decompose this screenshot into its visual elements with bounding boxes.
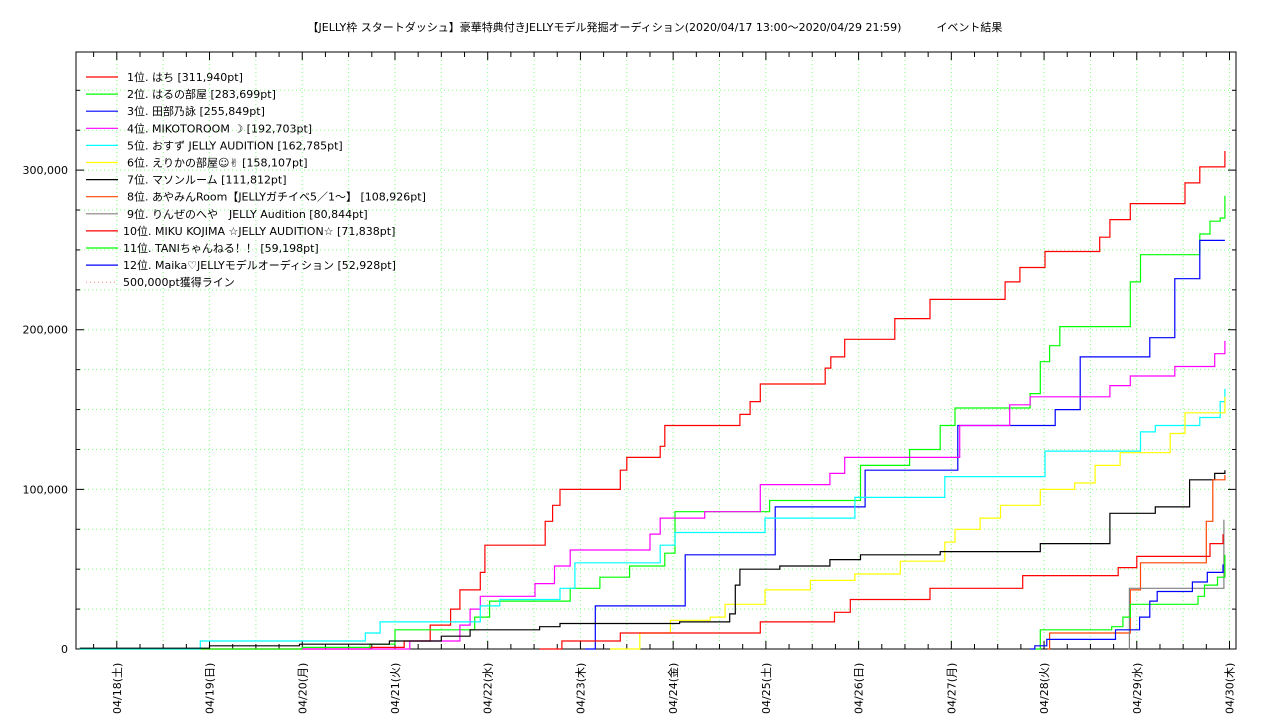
series-line-9 xyxy=(1128,519,1225,650)
series-line-6 xyxy=(610,396,1226,650)
x-tick-label: 04/23(木) xyxy=(574,663,587,714)
x-tick-label: 04/21(火) xyxy=(389,663,402,714)
legend: 1位. はち [311,940pt] 2位. はるの部屋 [283,699pt] 3… xyxy=(86,70,426,289)
y-tick-label: 0 xyxy=(61,643,68,656)
legend-label: 6位. えりかの部屋☺︎✌︎ [158,107pt] xyxy=(127,156,308,170)
legend-label-threshold: 500,000pt獲得ライン xyxy=(123,276,235,289)
series-line-11 xyxy=(1034,554,1226,650)
legend-label: 9位. りんぜのへや JELLY Audition [80,844pt] xyxy=(127,207,368,221)
x-tick-label: 04/24(金) xyxy=(666,663,680,714)
chart-title: 【JELLY枠 スタートダッシュ】豪華特典付きJELLYモデル発掘オーディション… xyxy=(307,21,1003,34)
x-tick-label: 04/29(水) xyxy=(1131,663,1144,714)
y-tick-label: 100,000 xyxy=(23,483,69,496)
legend-label: 10位. MIKU KOJIMA ☆JELLY AUDITION☆ [71,83… xyxy=(123,224,395,238)
series-line-8 xyxy=(1047,475,1226,650)
y-tick-label: 300,000 xyxy=(23,164,69,177)
series-line-7 xyxy=(79,470,1226,649)
legend-label: 12位. Maika♡JELLYモデルオーディション [52,928pt] xyxy=(123,258,396,272)
series-line-10 xyxy=(539,534,1224,650)
x-tick-label: 04/28(火) xyxy=(1038,663,1051,714)
legend-label: 2位. はるの部屋 [283,699pt] xyxy=(127,87,276,101)
legend-label: 8位. あやみんRoom【JELLYガチイベ5／1〜】 [108,926pt] xyxy=(127,190,426,204)
y-tick-label: 200,000 xyxy=(23,324,69,337)
legend-label: 4位. MIKOTOROOM ☽ [192,703pt] xyxy=(127,121,312,135)
legend-label: 5位. おすず JELLY AUDITION [162,785pt] xyxy=(127,138,343,152)
series-line-1 xyxy=(79,151,1226,650)
x-tick-label: 04/18(土) xyxy=(111,663,124,714)
x-tick-label: 04/20(月) xyxy=(296,663,309,714)
legend-label: 7位. マソンルーム [111,812pt] xyxy=(127,173,287,187)
legend-label: 3位. 田部乃詠 [255,849pt] xyxy=(127,104,265,118)
x-tick-label: 04/30(木) xyxy=(1224,663,1237,714)
x-tick-label: 04/25(土) xyxy=(760,663,773,714)
series-line-2 xyxy=(79,195,1226,650)
series-line-4 xyxy=(302,340,1226,650)
x-tick-label: 04/22(水) xyxy=(482,663,495,714)
plot-frame xyxy=(75,51,1237,650)
legend-label: 1位. はち [311,940pt] xyxy=(127,70,243,84)
series-line-12 xyxy=(1030,564,1224,650)
series-line-5 xyxy=(79,388,1226,650)
x-tick-label: 04/27(月) xyxy=(945,663,958,714)
x-tick-label: 04/26(日) xyxy=(853,663,866,714)
legend-label: 11位. TANIちゃんねる！！ [59,198pt] xyxy=(123,241,319,255)
x-tick-label: 04/19(日) xyxy=(204,663,217,714)
